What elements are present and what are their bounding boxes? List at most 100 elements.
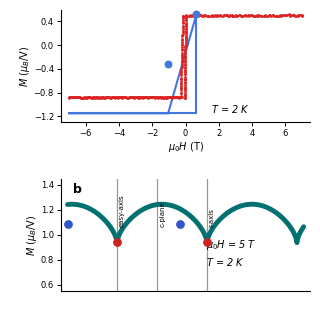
Point xyxy=(183,31,188,36)
Point xyxy=(292,13,297,18)
Point xyxy=(179,72,184,77)
Point xyxy=(180,32,185,37)
Point xyxy=(177,94,182,100)
Point xyxy=(280,13,285,18)
Point xyxy=(180,28,185,34)
Point xyxy=(105,95,110,100)
Point xyxy=(180,38,185,43)
Point xyxy=(164,95,169,100)
Point xyxy=(260,13,265,19)
Point xyxy=(298,13,303,18)
Point xyxy=(180,24,185,29)
Point xyxy=(183,48,188,53)
Point xyxy=(238,13,243,18)
Point xyxy=(217,12,222,18)
Point xyxy=(177,221,182,226)
Point xyxy=(211,13,216,18)
Text: b: b xyxy=(73,183,82,196)
Point xyxy=(203,12,208,18)
Point xyxy=(180,40,185,45)
Point xyxy=(178,94,183,100)
Point xyxy=(91,95,96,100)
Point xyxy=(117,95,122,100)
Point xyxy=(81,95,86,100)
Point xyxy=(131,95,136,100)
Point xyxy=(213,13,219,18)
Point xyxy=(156,95,161,100)
Point xyxy=(125,95,130,100)
Point xyxy=(271,13,276,18)
Point xyxy=(205,13,210,18)
Point xyxy=(76,95,81,100)
Point xyxy=(214,13,220,18)
Point xyxy=(255,13,260,18)
Point xyxy=(103,95,108,100)
Point xyxy=(152,94,157,100)
Point xyxy=(157,95,163,100)
Point xyxy=(180,34,185,39)
Point xyxy=(180,48,185,53)
Point xyxy=(241,13,246,18)
Point xyxy=(76,95,81,100)
Point xyxy=(183,69,188,75)
Point xyxy=(229,12,234,18)
Y-axis label: $M$ ($\mu_B$/V): $M$ ($\mu_B$/V) xyxy=(18,45,32,87)
Point xyxy=(258,13,263,18)
Point xyxy=(102,95,107,100)
Point xyxy=(183,55,188,60)
Point xyxy=(182,85,188,90)
Point xyxy=(170,95,175,100)
Point xyxy=(221,13,227,18)
Point xyxy=(179,81,184,86)
Point xyxy=(92,95,97,100)
Point xyxy=(175,95,180,100)
Point xyxy=(182,95,187,100)
Point xyxy=(197,13,202,18)
Point xyxy=(179,55,184,60)
Point xyxy=(195,13,200,19)
Point xyxy=(221,13,227,18)
Point xyxy=(75,95,80,100)
Point xyxy=(230,13,236,18)
Point xyxy=(178,88,183,93)
Point xyxy=(183,21,188,27)
Point xyxy=(183,67,188,72)
Point xyxy=(283,13,288,18)
Point xyxy=(87,95,92,100)
Point xyxy=(179,69,184,74)
Point xyxy=(230,13,235,18)
Point xyxy=(84,95,90,100)
Point xyxy=(183,58,188,63)
Point xyxy=(115,239,120,244)
Point xyxy=(257,13,262,18)
Point xyxy=(108,95,113,100)
Point xyxy=(245,13,250,18)
Point xyxy=(210,13,215,18)
Point xyxy=(252,13,258,18)
Point xyxy=(107,95,112,100)
Point xyxy=(142,95,148,100)
Point xyxy=(242,13,247,18)
Point xyxy=(139,95,144,100)
Point xyxy=(183,22,188,28)
Point xyxy=(182,82,188,87)
Point xyxy=(189,13,194,18)
Point xyxy=(183,24,188,29)
Point xyxy=(238,13,243,18)
Point xyxy=(182,81,188,86)
Point xyxy=(111,94,116,100)
Point xyxy=(167,95,172,100)
Point xyxy=(300,13,305,18)
Point xyxy=(236,13,241,18)
Point xyxy=(113,95,118,100)
Point xyxy=(164,95,170,100)
Point xyxy=(246,13,251,18)
Point xyxy=(180,26,185,31)
Point xyxy=(182,78,188,83)
Point xyxy=(138,95,143,100)
Point xyxy=(247,13,252,19)
Point xyxy=(193,13,198,18)
Point xyxy=(183,32,188,37)
Point xyxy=(124,95,129,100)
Point xyxy=(128,95,133,100)
